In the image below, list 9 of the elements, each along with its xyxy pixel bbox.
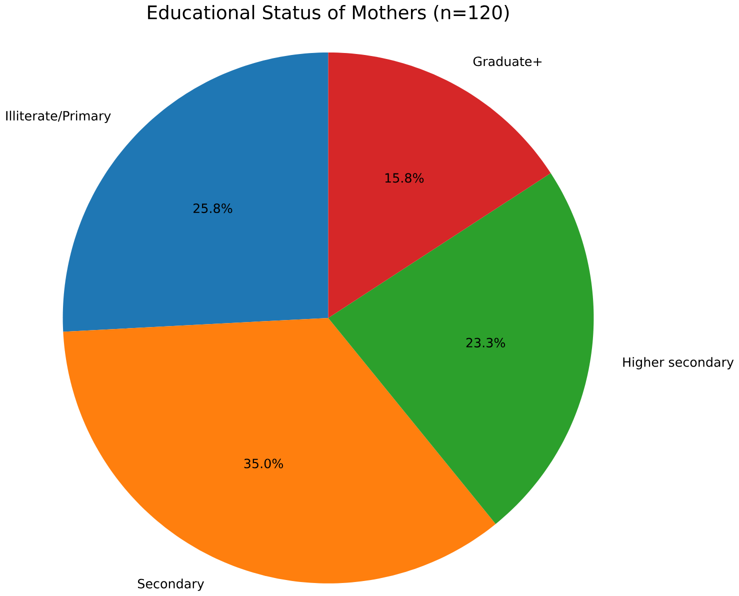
data-label: 35.0%	[244, 458, 284, 468]
slice-label: Secondary	[138, 578, 204, 591]
data-label: 15.8%	[385, 173, 424, 183]
slice-label: Illiterate/Primary	[6, 110, 111, 124]
chart-title: Educational Status of Mothers (n=120)	[148, 5, 509, 22]
slice-label: Graduate+	[473, 56, 542, 66]
data-label: 25.8%	[194, 204, 232, 214]
data-label: 23.3%	[466, 338, 506, 348]
slice-label: Higher secondary	[623, 357, 734, 370]
